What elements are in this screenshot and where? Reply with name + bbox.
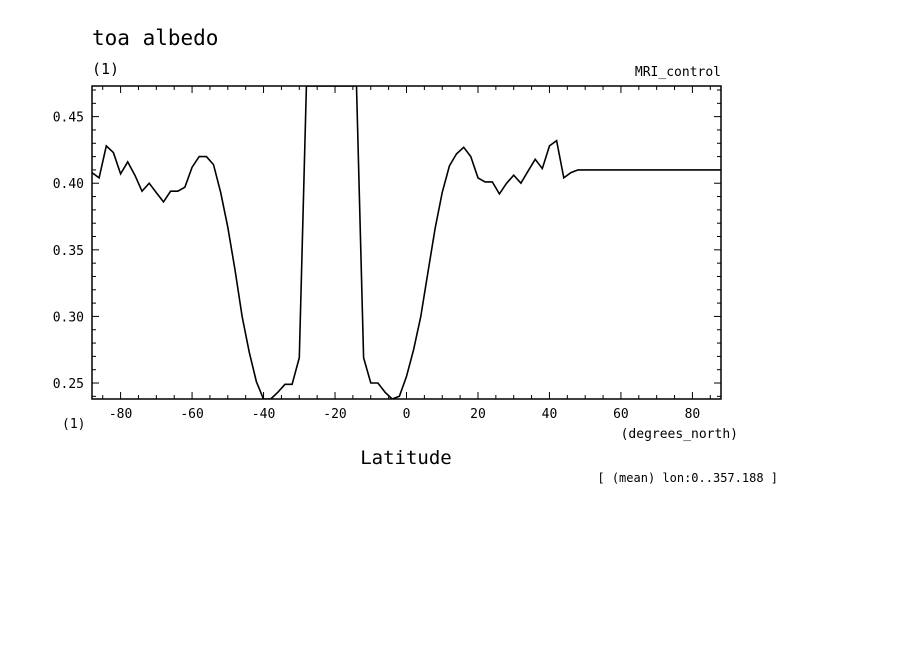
y-axis: 0.25 0.30 0.35 0.40 0.45	[53, 89, 721, 397]
y-axis-units: (1)	[62, 417, 85, 432]
dataset-label: MRI_control	[635, 65, 721, 80]
x-tick-label: -40	[252, 407, 275, 422]
x-tick-label: 60	[613, 407, 629, 422]
x-axis-title: Latitude	[360, 447, 452, 469]
x-tick-label: 0	[403, 407, 411, 422]
y-tick-label: 0.30	[53, 310, 84, 325]
x-axis-units: (degrees_north)	[621, 427, 738, 442]
x-tick-label: 80	[685, 407, 701, 422]
y-tick-label: 0.40	[53, 177, 84, 192]
subset-note: [ (mean) lon:0..357.188 ]	[597, 471, 778, 485]
x-tick-label: -60	[180, 407, 203, 422]
x-tick-label: 20	[470, 407, 486, 422]
plot-frame	[91, 85, 722, 400]
x-tick-label: -20	[323, 407, 346, 422]
x-tick-label: -80	[109, 407, 132, 422]
series-line	[92, 86, 721, 399]
chart-units: (1)	[92, 60, 119, 78]
chart-title: toa albedo	[92, 26, 218, 50]
y-tick-label: 0.35	[53, 244, 84, 259]
y-tick-label: 0.25	[53, 377, 84, 392]
x-tick-label: 40	[542, 407, 558, 422]
y-tick-label: 0.45	[53, 111, 84, 126]
x-axis: -80 -60 -40 -20 0 20 40 60 80	[102, 86, 711, 422]
